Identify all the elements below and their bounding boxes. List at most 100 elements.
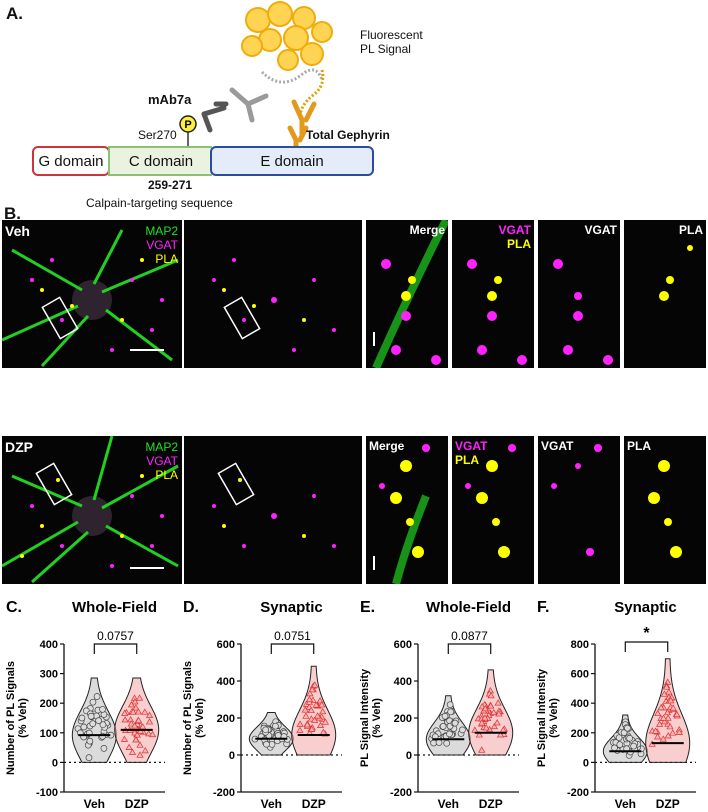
x-tick-label: Veh — [261, 797, 282, 810]
data-point — [134, 716, 143, 723]
data-point — [616, 741, 624, 748]
plot-title: Synaptic — [260, 599, 323, 616]
y-tick-label: 200 — [394, 713, 412, 725]
veh-zoom-pla-only-label: PLA — [679, 223, 703, 237]
c-domain-box: C domain — [108, 146, 212, 176]
y-tick-label: 200 — [40, 698, 58, 710]
violin-plot-3: E. Whole-Field PL Signal Intensity (% Veh) -… — [359, 599, 519, 810]
data-point — [308, 725, 316, 732]
data-point — [316, 721, 325, 728]
y-axis-label: (% Veh) — [194, 698, 206, 738]
dzp-legend-pla: PLA — [155, 468, 178, 482]
y-tick-label: 0 — [229, 750, 235, 762]
data-point — [446, 701, 454, 709]
neuron-veh-drawing — [2, 229, 179, 368]
dzp-zoom-pla-only-label: PLA — [627, 439, 651, 453]
fluorescent-line1: Fluorescent — [360, 28, 423, 42]
veh-legend-map2: MAP2 — [145, 224, 178, 238]
data-point — [127, 720, 135, 727]
phospho-symbol: P — [184, 119, 191, 131]
data-point — [446, 730, 453, 738]
data-point — [663, 708, 672, 716]
data-point — [306, 689, 314, 697]
data-point — [120, 735, 129, 742]
data-point — [127, 701, 136, 708]
data-point — [675, 728, 683, 735]
panel-letter: C. — [6, 599, 22, 616]
data-point — [100, 745, 108, 752]
data-point — [666, 723, 674, 730]
data-point — [478, 746, 486, 753]
data-point — [121, 716, 129, 723]
dzp-zoom-vgat-pla: VGAT PLA — [452, 436, 534, 584]
data-point — [667, 697, 675, 704]
data-point — [313, 712, 322, 719]
data-point — [443, 739, 451, 747]
data-point — [654, 709, 662, 717]
panel-letter: F. — [537, 599, 549, 616]
y-tick-label: 600 — [571, 669, 589, 681]
y-tick-label: 100 — [40, 728, 58, 740]
dzp-zoom-pla: PLA — [624, 436, 706, 584]
y-axis-label: PL Signal Intensity — [536, 668, 548, 767]
data-point — [296, 726, 304, 733]
veh-zoom-merge: Merge — [366, 220, 448, 368]
panel-letter: E. — [360, 599, 375, 616]
p-value-label: * — [643, 625, 650, 642]
e-domain-box: E domain — [210, 146, 374, 176]
veh-zoom-vgat-pla: VGAT PLA — [452, 220, 534, 368]
total-gephyrin-label: Total Gephyrin — [306, 128, 390, 142]
data-point — [305, 695, 314, 703]
data-point — [673, 710, 681, 718]
x-tick-label: Veh — [438, 797, 459, 810]
y-tick-label: -200 — [213, 787, 235, 799]
data-point — [303, 721, 311, 728]
antibody-label: mAb7a — [148, 92, 192, 107]
y-tick-label: 0 — [583, 757, 589, 769]
significance-bracket — [270, 643, 315, 654]
range-caption: Calpain-targeting sequence — [86, 196, 233, 210]
veh-vgat-pla-image — [184, 220, 362, 368]
data-point — [630, 742, 637, 750]
data-point — [312, 701, 320, 708]
data-point — [296, 720, 304, 727]
data-point — [136, 751, 144, 758]
g-domain-box: G domain — [32, 146, 110, 176]
y-tick-label: 800 — [571, 639, 589, 651]
data-point — [490, 722, 498, 730]
dzp-legend-map2: MAP2 — [145, 440, 178, 454]
oligo-strand-grey — [260, 68, 324, 84]
data-point — [439, 722, 447, 730]
data-point — [495, 710, 503, 717]
veh-zoom-pla-label: PLA — [507, 237, 531, 251]
data-point — [311, 716, 319, 723]
y-tick-label: 200 — [571, 728, 589, 740]
violin-plot-1: C. Whole-Field Number of PL Signals (% Veh)… — [5, 599, 165, 810]
veh-zoom-vgat: VGAT — [538, 220, 620, 368]
y-axis-label: Number of PL Signals — [182, 661, 194, 775]
data-point — [475, 731, 483, 738]
data-point — [664, 714, 672, 721]
data-point — [262, 726, 270, 734]
data-point — [95, 717, 102, 725]
data-point — [149, 730, 157, 738]
data-point — [660, 717, 669, 725]
data-point — [651, 727, 660, 734]
data-point — [308, 686, 316, 693]
y-tick-label: 400 — [217, 676, 235, 688]
data-point — [493, 719, 501, 726]
y-tick-label: 300 — [40, 669, 58, 681]
fluorescent-line2: PL Signal — [360, 42, 411, 56]
data-point — [141, 708, 149, 715]
data-point — [481, 705, 489, 712]
data-point — [80, 723, 88, 731]
dzp-zoom-vgat-label: VGAT — [455, 439, 488, 453]
veh-legend-pla: PLA — [155, 252, 178, 266]
veh-zoom-vgat-only-label: VGAT — [584, 223, 617, 237]
violin-plot-2: D. Synaptic Number of PL Signals (% Veh) -20… — [182, 599, 342, 810]
data-point — [659, 735, 667, 742]
violin-plot-4: F. Synaptic PL Signal Intensity (% Veh) -200… — [536, 599, 696, 810]
secondary-antibody-grey — [229, 87, 269, 123]
significance-bracket — [93, 643, 138, 654]
y-axis-label: PL Signal Intensity — [359, 668, 371, 767]
